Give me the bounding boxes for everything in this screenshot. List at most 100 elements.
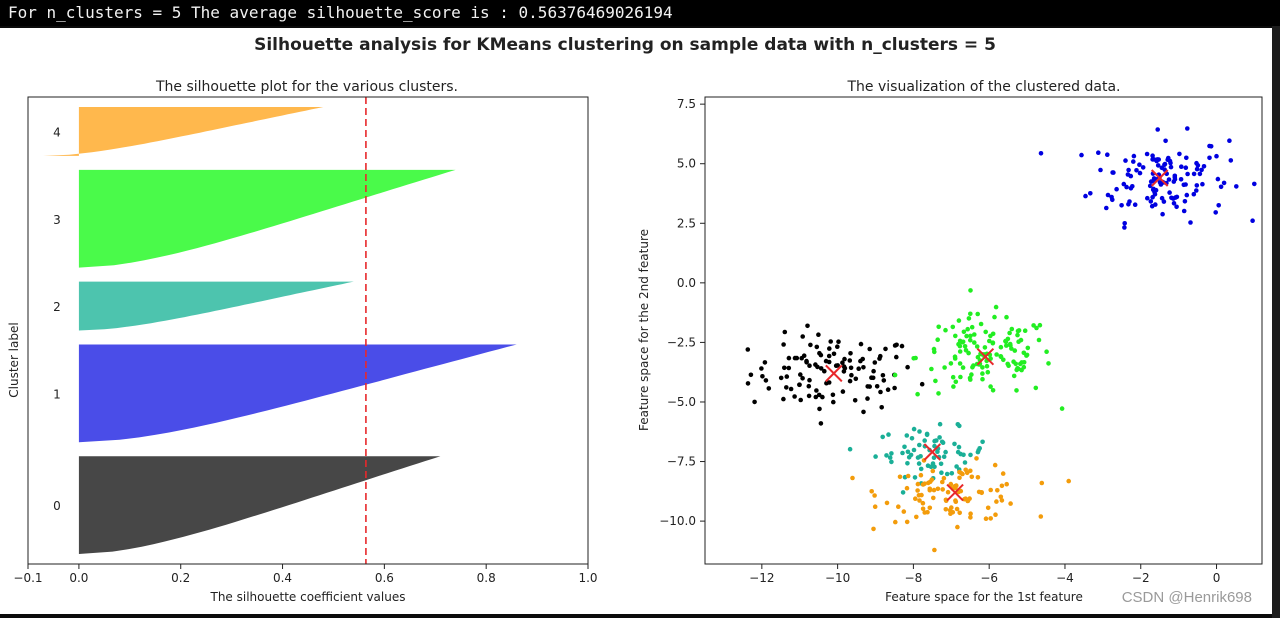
scatter-point-cluster-4 — [943, 507, 949, 512]
scatter-point-cluster-3 — [958, 374, 963, 380]
scatter-point-cluster-0 — [782, 365, 787, 371]
scatter-point-cluster-4 — [953, 498, 958, 503]
scatter-point-cluster-3 — [1059, 406, 1065, 411]
scatter-point-cluster-0 — [828, 339, 833, 344]
silhouette-xtick-label: 0.0 — [69, 571, 88, 585]
scatter-point-cluster-0 — [861, 409, 866, 415]
scatter-point-cluster-0 — [856, 366, 861, 372]
scatter-point-cluster-1 — [1150, 194, 1155, 200]
scatter-xtick-label: 0 — [1213, 571, 1221, 585]
scatter-point-cluster-3 — [975, 311, 980, 317]
scatter-point-cluster-4 — [968, 468, 973, 474]
scatter-point-cluster-0 — [870, 375, 876, 381]
scatter-point-cluster-3 — [990, 388, 996, 393]
figure-suptitle: Silhouette analysis for KMeans clusterin… — [254, 35, 996, 55]
scatter-point-cluster-3 — [972, 332, 977, 337]
scatter-point-cluster-2 — [889, 459, 894, 465]
scatter-point-cluster-3 — [950, 324, 956, 330]
scatter-point-cluster-3 — [1005, 361, 1010, 367]
scatter-point-cluster-4 — [1038, 514, 1044, 519]
scatter-point-cluster-2 — [917, 429, 922, 434]
scatter-point-cluster-2 — [889, 451, 894, 456]
scatter-point-cluster-0 — [826, 359, 832, 365]
scatter-point-cluster-4 — [914, 514, 919, 520]
scatter-point-cluster-4 — [999, 498, 1005, 503]
scatter-point-cluster-1 — [1178, 177, 1184, 182]
scatter-point-cluster-0 — [847, 378, 853, 384]
silhouette-xtick-label: 0.4 — [273, 571, 292, 585]
scatter-point-cluster-0 — [860, 356, 865, 362]
scatter-point-cluster-0 — [800, 376, 805, 381]
scatter-ytick-label: −5.0 — [667, 395, 696, 409]
scatter-point-cluster-1 — [1105, 192, 1111, 198]
scatter-point-cluster-2 — [918, 466, 924, 472]
scatter-point-cluster-3 — [994, 352, 999, 357]
scatter-point-cluster-1 — [1194, 166, 1200, 172]
scatter-plot-title: The visualization of the clustered data. — [847, 79, 1121, 95]
scatter-point-cluster-0 — [842, 356, 847, 362]
scatter-point-cluster-1 — [1126, 202, 1131, 207]
scatter-point-cluster-1 — [1155, 163, 1161, 168]
scatter-point-cluster-0 — [865, 384, 870, 389]
scatter-point-cluster-2 — [962, 460, 968, 465]
scatter-point-cluster-2 — [944, 471, 950, 477]
scatter-point-cluster-4 — [918, 472, 924, 478]
scatter-point-cluster-2 — [968, 452, 973, 458]
scatter-point-cluster-2 — [905, 449, 911, 455]
scatter-point-cluster-0 — [781, 342, 786, 347]
scatter-point-cluster-4 — [897, 474, 903, 480]
scatter-point-cluster-2 — [887, 455, 893, 460]
scatter-point-cluster-1 — [1191, 191, 1197, 197]
scatter-point-cluster-0 — [872, 360, 878, 365]
scatter-point-cluster-4 — [957, 510, 962, 516]
scatter-point-cluster-3 — [948, 361, 954, 366]
silhouette-axes: −0.1 0.0 0.2 0.4 0.6 0.8 1.0 — [13, 564, 598, 585]
silhouette-xtick-label: 0.6 — [375, 571, 394, 585]
scatter-point-cluster-0 — [818, 366, 824, 371]
scatter-point-cluster-3 — [965, 326, 970, 332]
scatter-point-cluster-0 — [861, 365, 866, 370]
scatter-point-cluster-3 — [952, 354, 958, 360]
scatter-marks — [745, 126, 1257, 553]
scatter-point-cluster-1 — [1155, 127, 1160, 132]
scatter-point-cluster-2 — [873, 454, 878, 459]
scatter-point-cluster-1 — [1171, 201, 1177, 206]
scatter-point-cluster-0 — [808, 342, 813, 348]
scatter-point-cluster-0 — [822, 368, 827, 374]
scatter-point-cluster-1 — [1168, 164, 1174, 170]
scatter-point-cluster-3 — [1021, 360, 1027, 365]
scatter-point-cluster-0 — [792, 355, 798, 361]
scatter-point-cluster-4 — [957, 475, 962, 481]
scatter-point-cluster-4 — [869, 489, 874, 494]
scatter-point-cluster-3 — [1022, 328, 1028, 334]
scatter-point-cluster-1 — [1150, 157, 1155, 162]
scatter-point-cluster-3 — [915, 391, 920, 397]
scatter-point-cluster-0 — [853, 376, 859, 382]
cluster-scatter-plot: The visualization of the clustered data.… — [637, 79, 1263, 604]
scatter-point-cluster-0 — [847, 358, 853, 363]
scatter-point-cluster-1 — [1191, 171, 1197, 177]
scatter-point-cluster-4 — [904, 519, 910, 525]
silhouette-cluster-2 — [78, 281, 354, 331]
scatter-point-cluster-1 — [1110, 197, 1115, 203]
scatter-point-cluster-4 — [896, 504, 901, 510]
scatter-point-cluster-0 — [784, 374, 790, 379]
scatter-point-cluster-1 — [1128, 173, 1134, 179]
scatter-point-cluster-0 — [826, 380, 832, 385]
scatter-point-cluster-0 — [865, 396, 870, 401]
scatter-point-cluster-3 — [968, 311, 973, 317]
silhouette-cluster-label-4: 4 — [53, 125, 61, 139]
scatter-point-cluster-2 — [937, 421, 943, 427]
scatter-point-cluster-2 — [954, 464, 959, 469]
scatter-point-cluster-4 — [994, 499, 999, 504]
scatter-point-cluster-1 — [1137, 170, 1143, 176]
scatter-xtick-label: −2 — [1132, 571, 1150, 585]
scatter-point-cluster-3 — [987, 338, 992, 344]
scatter-point-cluster-2 — [911, 447, 917, 453]
scatter-point-cluster-4 — [955, 524, 960, 530]
scatter-xtick-label: −10 — [825, 571, 850, 585]
scatter-point-cluster-2 — [909, 436, 915, 441]
scatter-point-cluster-3 — [1009, 346, 1014, 351]
silhouette-cluster-label-3: 3 — [53, 213, 61, 227]
scatter-point-cluster-3 — [943, 327, 948, 333]
